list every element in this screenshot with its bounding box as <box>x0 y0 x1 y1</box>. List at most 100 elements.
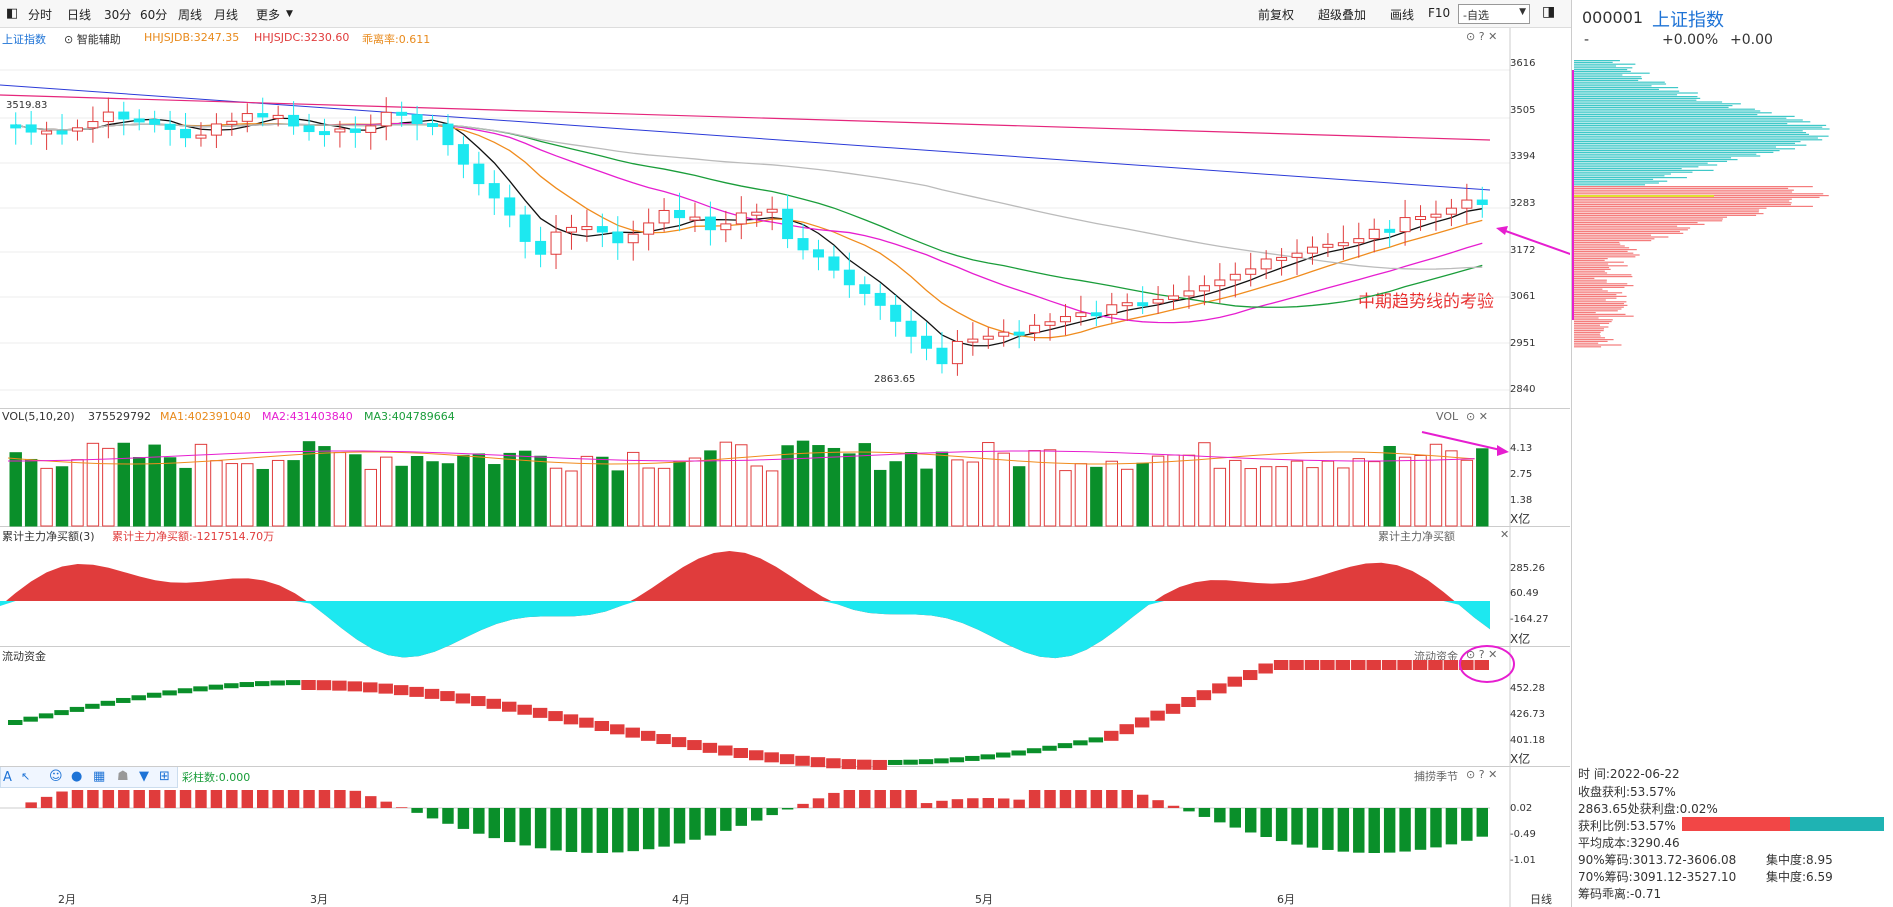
tab-fenshi[interactable]: 分时 <box>28 8 53 22</box>
chevron-down-icon[interactable]: ▼ <box>286 9 293 19</box>
chip-bar <box>1574 276 1633 278</box>
season-bar <box>179 790 192 808</box>
liquid-panel-controls[interactable]: ⊙ ? ✕ <box>1466 648 1497 661</box>
volume-bar <box>86 442 100 527</box>
chip-bar <box>1574 126 1823 128</box>
candle <box>1415 216 1427 221</box>
season-panel-controls[interactable]: ⊙ ? ✕ <box>1466 768 1497 781</box>
liquid-bar <box>316 680 332 691</box>
chip-bar <box>1574 313 1626 315</box>
help-icon[interactable]: ? <box>1478 30 1485 43</box>
close-icon[interactable]: ✕ <box>1488 648 1498 661</box>
candle <box>180 128 192 139</box>
chip-bar <box>1574 236 1669 238</box>
shirt-icon[interactable]: ▼ <box>139 769 149 784</box>
fuquan-menu[interactable]: 前复权 <box>1258 8 1295 22</box>
index-name[interactable]: 上证指数 <box>2 33 46 46</box>
overlay-menu[interactable]: 超级叠加 <box>1318 8 1367 22</box>
season-bar <box>1198 808 1211 817</box>
volume-bar <box>1259 466 1273 527</box>
text-tool-icon[interactable]: A <box>3 770 12 785</box>
volume-bar <box>935 451 949 527</box>
season-bar <box>982 798 994 808</box>
grid-icon[interactable]: ⊞ <box>159 769 170 784</box>
main-panel-controls[interactable]: ⊙ ? ✕ <box>1466 30 1497 43</box>
settings-icon[interactable]: ⊙ <box>1466 768 1476 781</box>
season-bar <box>210 790 223 808</box>
season-bar <box>1368 808 1380 853</box>
candle <box>71 127 83 132</box>
close-icon[interactable]: ✕ <box>1488 768 1498 781</box>
help-icon[interactable]: ? <box>1478 768 1485 781</box>
liquid-bar <box>1459 660 1474 670</box>
chip-bar <box>1574 196 1820 198</box>
vol-panel-controls[interactable]: ⊙ ✕ <box>1466 410 1488 423</box>
watchlist-select[interactable]: -自选 ▼ <box>1458 4 1530 24</box>
tab-week[interactable]: 周线 <box>178 8 203 22</box>
flow-y-tick: 285.26 <box>1510 563 1545 574</box>
draw-line-button[interactable]: 画线 <box>1390 8 1415 22</box>
candle <box>1430 213 1442 218</box>
volume-bar <box>688 457 702 527</box>
tab-60min[interactable]: 60分 <box>140 8 168 22</box>
f10-button[interactable]: F10 <box>1428 6 1451 20</box>
volume-bar <box>333 452 347 527</box>
chevron-down-icon[interactable]: ▼ <box>1519 7 1526 17</box>
settings-icon[interactable]: ⊙ <box>1466 648 1476 661</box>
candle <box>473 163 485 185</box>
volume-bar <box>1121 468 1134 527</box>
volume-bar <box>488 464 501 527</box>
assist-dropdown[interactable]: ⊙ 智能辅助 <box>64 31 121 47</box>
chip-bar <box>1574 285 1634 287</box>
keyboard-icon[interactable]: ▦ <box>93 769 106 784</box>
candle <box>318 131 330 136</box>
help-icon[interactable]: ? <box>1478 648 1485 661</box>
volume-bar <box>951 459 964 527</box>
chip-bar <box>1574 128 1830 130</box>
season-bar <box>612 808 624 853</box>
chip-bar <box>1574 261 1624 263</box>
season-bar <box>596 808 609 853</box>
liquid-bar <box>162 690 177 696</box>
chip-bar <box>1574 187 1789 189</box>
liquid-bar <box>749 750 764 761</box>
liquid-bar <box>1104 730 1119 741</box>
liquid-bar <box>1366 660 1381 670</box>
liquid-bar <box>440 691 455 702</box>
tab-more[interactable]: 更多 <box>256 8 281 22</box>
tab-30min[interactable]: 30分 <box>104 8 132 22</box>
emoji-icon[interactable]: ☺ <box>49 769 63 784</box>
candle <box>1198 285 1210 292</box>
chip-bar <box>1574 87 1679 89</box>
liquid-bar <box>1443 660 1459 670</box>
layout-icon[interactable]: ◧ <box>6 6 19 21</box>
settings-icon[interactable]: ⊙ <box>1466 30 1476 43</box>
chip-bar <box>1574 270 1605 272</box>
close-icon[interactable]: ✕ <box>1500 528 1510 541</box>
stock-name[interactable]: 上证指数 <box>1652 10 1724 31</box>
cursor-tool-icon[interactable]: ↖ <box>21 770 31 783</box>
volume-bar <box>148 444 161 527</box>
user-icon[interactable]: ☗ <box>117 769 129 784</box>
settings-icon[interactable]: ⊙ <box>1466 410 1476 423</box>
liquid-bar <box>779 754 795 765</box>
season-bar <box>1383 808 1396 853</box>
close-icon[interactable]: ✕ <box>1488 30 1498 43</box>
liquid-bar <box>332 680 347 691</box>
chip-bar <box>1574 117 1787 119</box>
liquid-bar <box>1026 748 1042 754</box>
vol-y-tick: 1.38 <box>1510 495 1533 506</box>
tab-day[interactable]: 日线 <box>67 8 92 22</box>
candle <box>874 292 886 306</box>
mic-icon[interactable]: ● <box>71 769 83 784</box>
panel-toggle-icon[interactable]: ◨ <box>1542 4 1556 20</box>
season-bar <box>303 790 315 808</box>
chip-bar <box>1574 142 1796 144</box>
stock-change-pct: +0.00% <box>1662 32 1719 48</box>
close-icon[interactable]: ✕ <box>1478 410 1488 423</box>
liquid-bar <box>980 754 995 760</box>
tab-month[interactable]: 月线 <box>214 8 239 22</box>
chip-bar <box>1574 193 1824 195</box>
liquid-bar <box>347 681 363 692</box>
candle <box>10 124 22 129</box>
